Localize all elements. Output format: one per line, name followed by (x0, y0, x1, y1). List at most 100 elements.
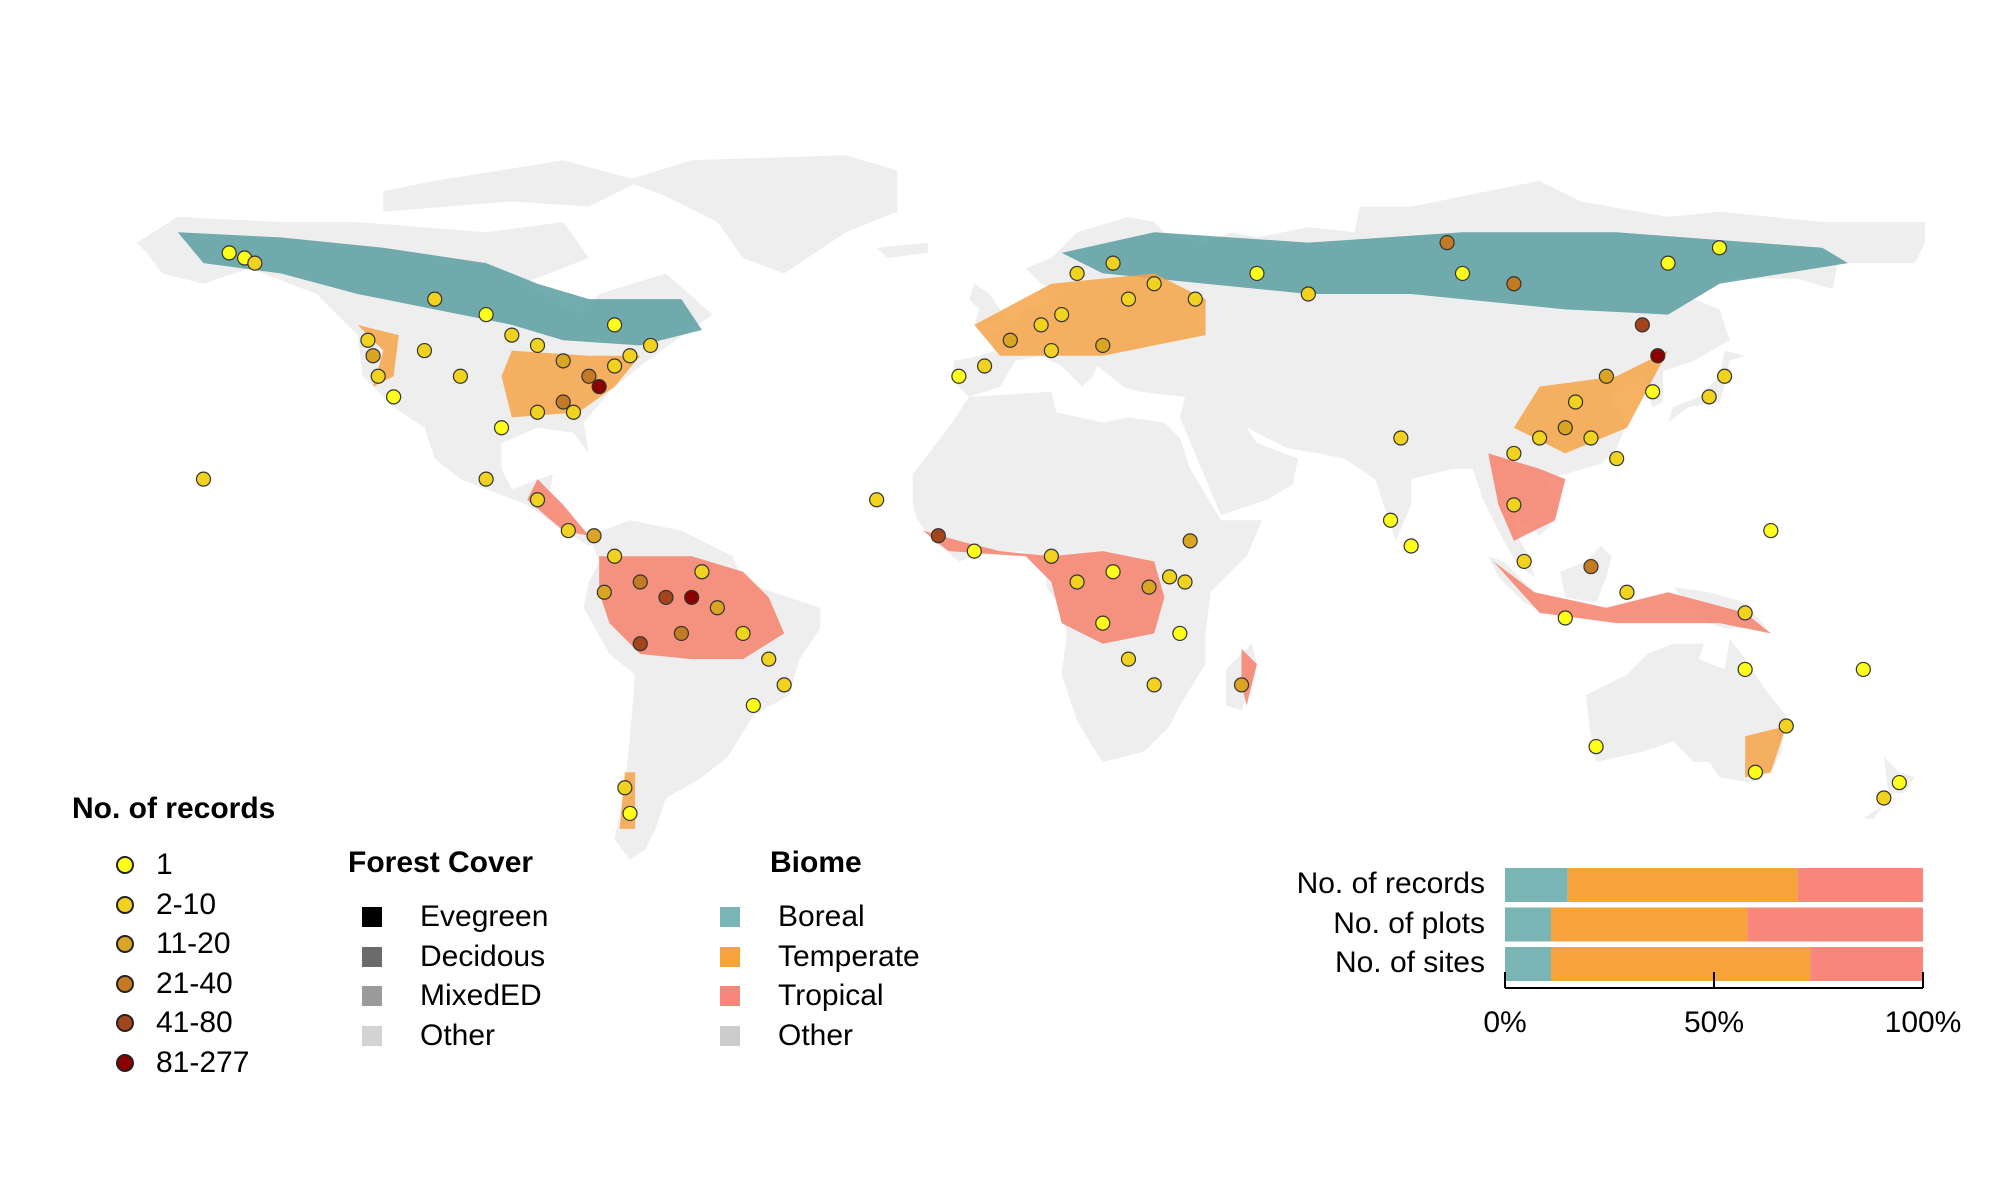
records-legend-label: 41-80 (156, 1006, 233, 1039)
records-legend-label: 81-277 (156, 1045, 250, 1079)
site-marker (930, 528, 946, 544)
site-marker (529, 337, 546, 354)
site-marker (1855, 661, 1871, 678)
forest-region-temperate (1513, 350, 1669, 454)
site-marker (1506, 497, 1522, 513)
site-marker (1069, 265, 1085, 282)
site-marker (632, 636, 648, 652)
site-marker (560, 522, 576, 539)
records-legend-label: 2-10 (156, 887, 217, 921)
site-marker (617, 780, 633, 796)
site-marker (1172, 625, 1188, 642)
forest-legend-label: Other (420, 1018, 496, 1052)
records-legend-swatch (116, 895, 134, 914)
biome-legend-item: Other (720, 1019, 853, 1053)
x-axis-tick-label: 0% (1483, 1006, 1527, 1039)
site-marker (1002, 332, 1018, 348)
forest-region-tropical (922, 530, 1165, 644)
site-marker (658, 589, 674, 606)
site-marker (694, 564, 710, 580)
site-marker (1531, 430, 1548, 446)
site-marker (606, 548, 623, 564)
site-marker (1716, 368, 1733, 384)
site-marker (632, 574, 648, 590)
records-legend-label: 11-20 (156, 927, 231, 960)
site-marker (1711, 240, 1728, 256)
records-legend-item: 21-40 (116, 967, 233, 1001)
site-marker (606, 317, 623, 333)
bar-category-label: No. of plots (1333, 906, 1485, 940)
landmass-north-america (136, 216, 713, 546)
landmass-iceland (876, 242, 929, 258)
site-marker (709, 600, 725, 616)
biome-legend-swatch (720, 907, 740, 927)
site-marker (427, 291, 443, 307)
site-marker (1403, 538, 1419, 554)
site-marker (360, 332, 376, 348)
site-marker (1120, 651, 1137, 667)
site-marker (1660, 255, 1676, 271)
records-legend-swatch (116, 935, 134, 953)
site-marker (565, 404, 582, 420)
bar-category-label: No. of sites (1334, 946, 1485, 979)
landmass-greenland (624, 155, 898, 274)
site-marker (1043, 548, 1059, 564)
site-marker (370, 368, 386, 384)
biome-legend-label: Tropical (778, 979, 884, 1012)
site-marker (1588, 738, 1604, 755)
site-marker (1161, 569, 1178, 585)
forest-legend-label: MixedED (420, 979, 542, 1012)
site-marker (452, 368, 469, 384)
site-marker (1043, 342, 1059, 359)
biome-legend-label: Other (778, 1018, 854, 1052)
forest-legend-swatch (362, 907, 382, 927)
site-marker (1557, 420, 1573, 436)
site-marker (1506, 276, 1522, 292)
forest-region-temperate (974, 273, 1206, 356)
site-marker (1763, 522, 1779, 539)
site-marker (1598, 368, 1614, 384)
site-marker (1233, 677, 1250, 693)
biome-legend-swatch (720, 1025, 740, 1046)
site-marker (735, 625, 751, 642)
forest-legend-item: Evegreen (362, 900, 548, 934)
site-marker (1701, 389, 1717, 405)
site-marker (1182, 533, 1198, 549)
site-marker (1105, 255, 1121, 271)
site-marker (1891, 774, 1907, 791)
site-marker (1567, 394, 1584, 410)
landmass-new-zealand (1863, 756, 1915, 819)
landmass-borneo (1560, 546, 1612, 603)
site-marker (673, 625, 689, 642)
site-marker (1069, 574, 1085, 590)
records-legend-item: 11-20 (116, 927, 231, 961)
site-marker (529, 492, 546, 508)
site-marker (493, 420, 510, 436)
site-marker (1095, 337, 1111, 354)
records-legend-item: 1 (116, 848, 173, 882)
site-marker (1033, 317, 1049, 333)
site-marker (684, 589, 700, 606)
forest-legend-label: Evegreen (420, 900, 549, 933)
records-legend-item: 41-80 (116, 1006, 233, 1040)
site-marker (1141, 579, 1157, 595)
site-marker (1645, 384, 1661, 400)
site-marker (386, 389, 402, 405)
site-marker (1737, 605, 1753, 621)
site-marker (1439, 234, 1455, 251)
biome-legend-item: Boreal (720, 900, 865, 934)
forest-legend-item: Other (362, 1019, 495, 1053)
forest-legend-label: Decidous (420, 939, 546, 973)
forest-region-temperate (357, 324, 399, 387)
site-marker (1249, 265, 1265, 282)
site-marker (1516, 553, 1532, 570)
site-marker (1609, 450, 1625, 467)
landmass-australia (1585, 638, 1787, 783)
biome-legend-swatch (720, 946, 740, 967)
forest-legend-title: Forest Cover (348, 846, 534, 879)
site-marker (622, 348, 638, 364)
site-marker (1557, 610, 1573, 626)
records-legend-title: No. of records (72, 792, 276, 825)
